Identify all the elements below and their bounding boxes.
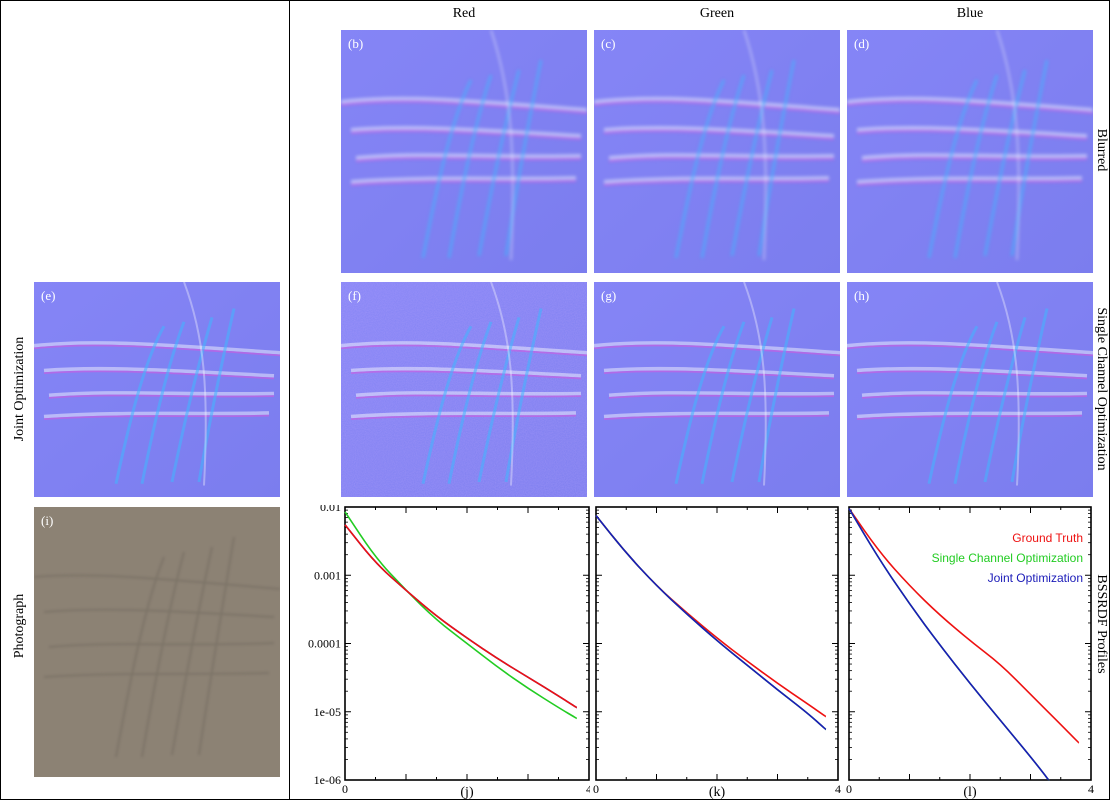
x-tick-label: 4 xyxy=(586,782,590,796)
chart-caption: (k) xyxy=(709,785,726,800)
chart-l: 0 4 (l) Ground Truth Single Channel Optimiza… xyxy=(846,506,1094,800)
row-label-joint: Joint Optimization xyxy=(12,336,27,442)
y-tick-label: 1e-06 xyxy=(314,773,341,787)
normal-map-texture xyxy=(847,30,1093,273)
series-line xyxy=(848,508,1050,781)
series-line xyxy=(595,515,827,731)
panel-label-h: (h) xyxy=(854,288,870,303)
row-label-blurred: Blurred xyxy=(1094,128,1109,172)
y-tick-label: 1e-05 xyxy=(314,705,341,719)
x-tick-label: 0 xyxy=(593,782,599,796)
panel-label-c: (c) xyxy=(601,36,616,51)
panel-label-d: (d) xyxy=(854,36,870,51)
series-line xyxy=(344,524,578,709)
series-line xyxy=(595,515,827,718)
series-line xyxy=(344,524,578,709)
panel-c-blurred-green: (c) xyxy=(594,30,840,273)
column-header-blue: Blue xyxy=(956,6,984,21)
panel-h-single-blue: (h) xyxy=(847,282,1093,497)
plot-frame xyxy=(848,506,1092,781)
panel-f-single-red: (f) xyxy=(341,282,587,497)
outer-frame-top xyxy=(0,0,1110,1)
normal-map-texture xyxy=(341,282,587,497)
x-tick-label: 4 xyxy=(1088,782,1094,796)
panel-e-joint: (e) xyxy=(34,282,280,497)
x-tick-label: 0 xyxy=(846,782,852,796)
panel-label-g: (g) xyxy=(601,288,617,303)
series-line xyxy=(344,511,578,720)
legend-entry: Joint Optimization xyxy=(988,571,1083,585)
panel-label-i: (i) xyxy=(41,513,54,528)
row-label-single-channel: Single Channel Optimization xyxy=(1094,307,1109,471)
series-line xyxy=(848,508,1080,744)
panel-label-e: (e) xyxy=(41,288,56,303)
normal-map-texture xyxy=(594,30,840,273)
panel-g-single-green: (g) xyxy=(594,282,840,497)
divider-vertical xyxy=(289,0,290,800)
panel-d-blurred-blue: (d) xyxy=(847,30,1093,273)
x-tick-label: 0 xyxy=(342,782,348,796)
panel-b-blurred-red: (b) xyxy=(341,30,587,273)
legend-entry: Ground Truth xyxy=(1012,531,1083,545)
column-header-red: Red xyxy=(452,6,476,21)
photograph-texture xyxy=(34,507,280,777)
column-header-green: Green xyxy=(699,6,735,21)
x-tick-label: 4 xyxy=(835,782,841,796)
y-tick-label: 0.01 xyxy=(320,505,341,514)
outer-frame-left xyxy=(0,0,1,800)
chart-k: 0 4 (k) xyxy=(593,506,841,800)
y-tick-label: 0.0001 xyxy=(308,637,341,651)
y-tick-label: 0.001 xyxy=(314,568,341,582)
row-label-photograph: Photograph xyxy=(12,593,27,659)
panel-i-photograph: (i) xyxy=(34,507,280,777)
chart-caption: (l) xyxy=(963,785,977,800)
chart-j: 0.01 0.001 0.0001 1e-05 1e-060 4 (j) xyxy=(308,505,590,800)
legend-entry: Single Channel Optimization xyxy=(932,551,1083,565)
plot-frame xyxy=(595,506,839,781)
chart-caption: (j) xyxy=(460,785,474,800)
panel-label-f: (f) xyxy=(348,288,361,303)
normal-map-texture xyxy=(847,282,1093,497)
normal-map-texture xyxy=(594,282,840,497)
normal-map-texture xyxy=(34,282,280,497)
normal-map-texture xyxy=(341,30,587,273)
series-line xyxy=(595,515,827,731)
panel-label-b: (b) xyxy=(348,36,364,51)
